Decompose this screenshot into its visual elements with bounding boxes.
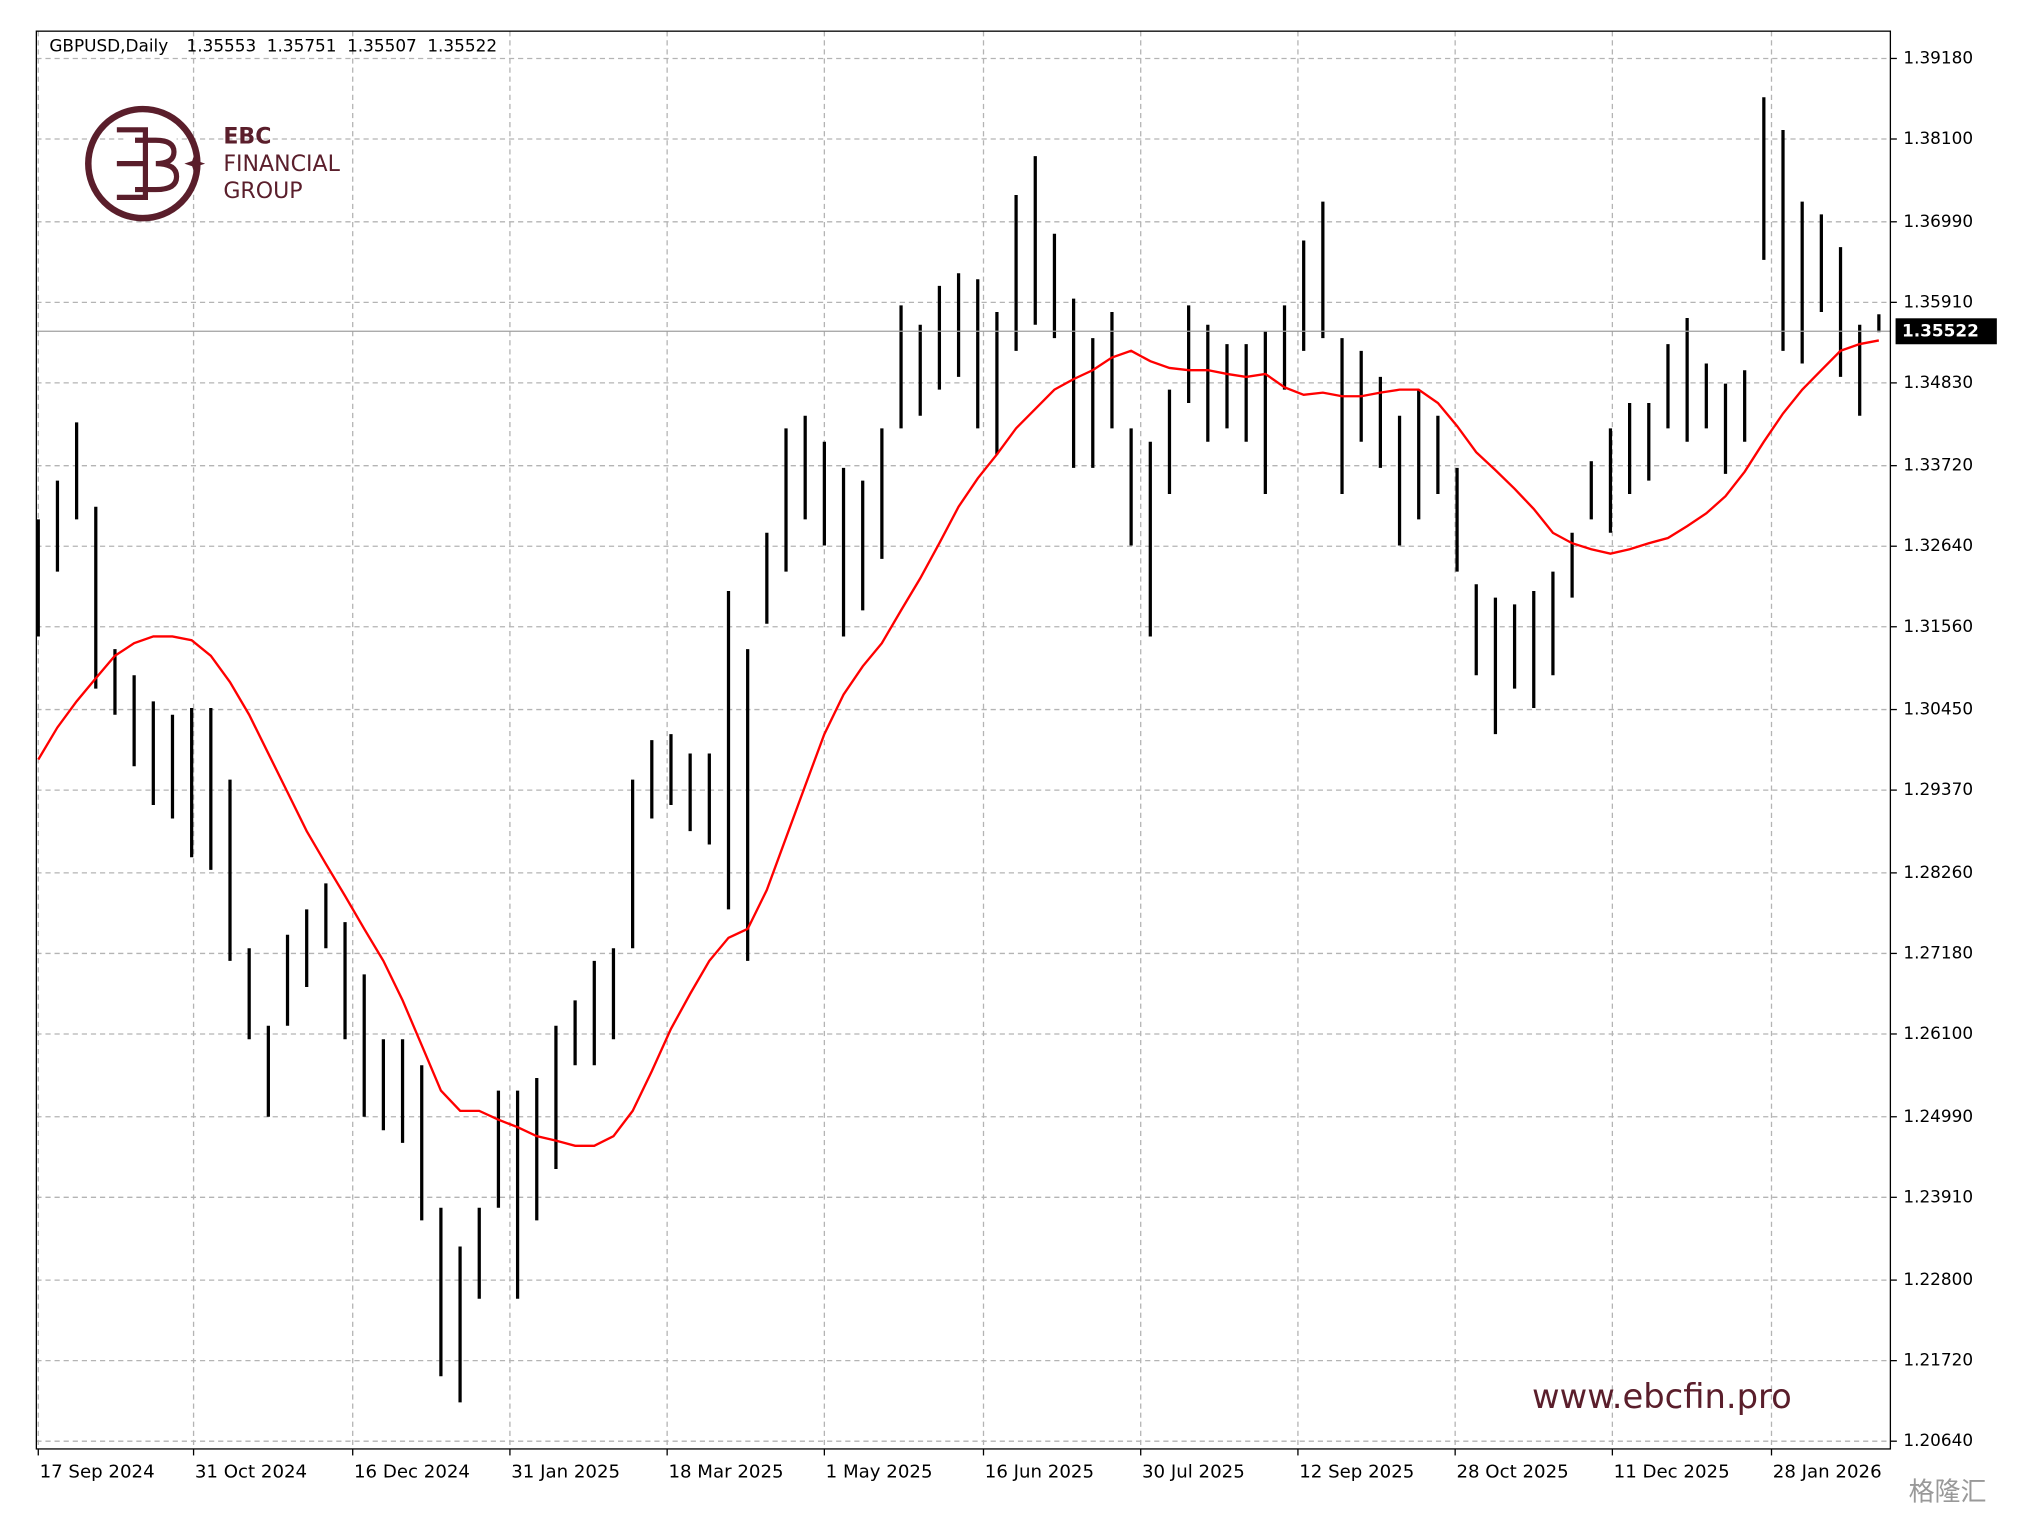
- x-tick-label: 12 Sep 2025: [1299, 1461, 1414, 1482]
- y-tick-label: 1.32640: [1903, 535, 1973, 555]
- x-tick-label: 28 Oct 2025: [1456, 1461, 1568, 1482]
- low: 1.35507: [347, 36, 417, 56]
- x-tick-label: 11 Dec 2025: [1614, 1461, 1730, 1482]
- y-tick-label: 1.23910: [1903, 1186, 1973, 1206]
- x-tick-label: 30 Jul 2025: [1142, 1461, 1245, 1482]
- chart-header: GBPUSD,Daily 1.35553 1.35751 1.35507 1.3…: [49, 36, 497, 56]
- x-tick-label: 16 Jun 2025: [985, 1461, 1094, 1482]
- y-tick-label: 1.36990: [1903, 211, 1973, 231]
- open: 1.35553: [187, 36, 257, 56]
- brand-line: FINANCIAL: [223, 152, 340, 177]
- symbol: GBPUSD,Daily: [49, 36, 168, 56]
- x-tick-label: 1 May 2025: [826, 1461, 933, 1482]
- brand-url: www.ebcfin.pro: [1532, 1377, 1792, 1416]
- x-tick-label: 18 Mar 2025: [668, 1461, 783, 1482]
- plot-frame: [35, 30, 1892, 1450]
- brand-line: GROUP: [223, 179, 302, 204]
- high: 1.35751: [267, 36, 337, 56]
- y-tick-label: 1.26100: [1903, 1023, 1973, 1043]
- y-tick-label: 1.30450: [1903, 699, 1973, 719]
- y-tick-label: 1.34830: [1903, 372, 1973, 392]
- logo-mark: [116, 127, 180, 200]
- close: 1.35522: [427, 36, 497, 56]
- x-tick-label: 16 Dec 2024: [354, 1461, 470, 1482]
- source-watermark: 格隆汇: [1909, 1478, 1987, 1508]
- moving-average: [37, 339, 1880, 1147]
- logo-star: [184, 153, 206, 174]
- y-tick-label: 1.27180: [1903, 942, 1973, 962]
- y-tick-label: 1.24990: [1903, 1106, 1973, 1126]
- y-tick-label: 1.20640: [1903, 1430, 1973, 1450]
- y-tick-label: 1.39180: [1903, 47, 1973, 67]
- current-price-box: [1895, 318, 1997, 345]
- y-tick-label: 1.33720: [1903, 455, 1973, 475]
- x-tick-label: 31 Oct 2024: [195, 1461, 307, 1482]
- x-tick-label: 17 Sep 2024: [40, 1461, 155, 1482]
- x-tick-label: 31 Jan 2025: [511, 1461, 620, 1482]
- logo: EBC FINANCIAL GROUP: [85, 105, 341, 222]
- y-tick-label: 1.22800: [1903, 1269, 1973, 1289]
- x-tick-label: 28 Jan 2026: [1773, 1461, 1882, 1482]
- y-tick-label: 1.31560: [1903, 616, 1973, 636]
- brand-name: EBC: [223, 125, 271, 150]
- y-tick-label: 1.35910: [1903, 291, 1973, 311]
- y-tick-label: 1.28260: [1903, 862, 1973, 882]
- y-tick-label: 1.29370: [1903, 779, 1973, 799]
- y-tick-label: 1.38100: [1903, 128, 1973, 148]
- y-tick-label: 1.21720: [1903, 1350, 1973, 1370]
- current-price-label: 1.35522: [1902, 320, 1979, 340]
